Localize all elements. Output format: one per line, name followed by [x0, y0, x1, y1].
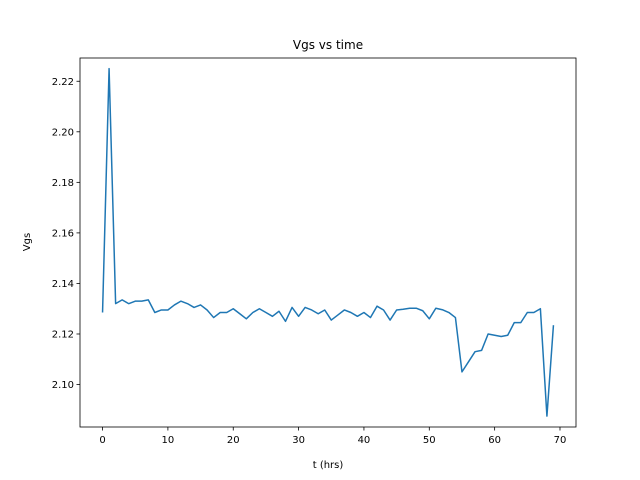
chart-title: Vgs vs time [293, 38, 363, 52]
y-tick-label: 2.12 [52, 329, 74, 340]
y-tick-label: 2.20 [52, 127, 74, 138]
x-tick-label: 20 [227, 435, 240, 446]
x-tick-label: 0 [99, 435, 105, 446]
y-tick-label: 2.18 [52, 178, 74, 189]
y-tick-label: 2.16 [52, 228, 74, 239]
y-axis-label: Vgs [22, 233, 33, 251]
series-line-0 [101, 67, 555, 417]
x-tick-label: 70 [554, 435, 567, 446]
y-tick-label: 2.22 [52, 77, 74, 88]
x-tick-label: 40 [358, 435, 371, 446]
x-tick-label: 30 [292, 435, 305, 446]
x-tick-label: 10 [162, 435, 175, 446]
x-axis-label: t (hrs) [313, 460, 344, 471]
y-tick-label: 2.10 [52, 380, 74, 391]
x-tick-label: 50 [423, 435, 436, 446]
axes-frame [79, 57, 577, 428]
y-tick-label: 2.14 [52, 279, 74, 290]
x-tick-label: 60 [488, 435, 501, 446]
plot-area: 0 10 20 30 40 50 60 70 2.10 2.12 2.14 2.16 2.18 2.20 2… [52, 57, 577, 446]
